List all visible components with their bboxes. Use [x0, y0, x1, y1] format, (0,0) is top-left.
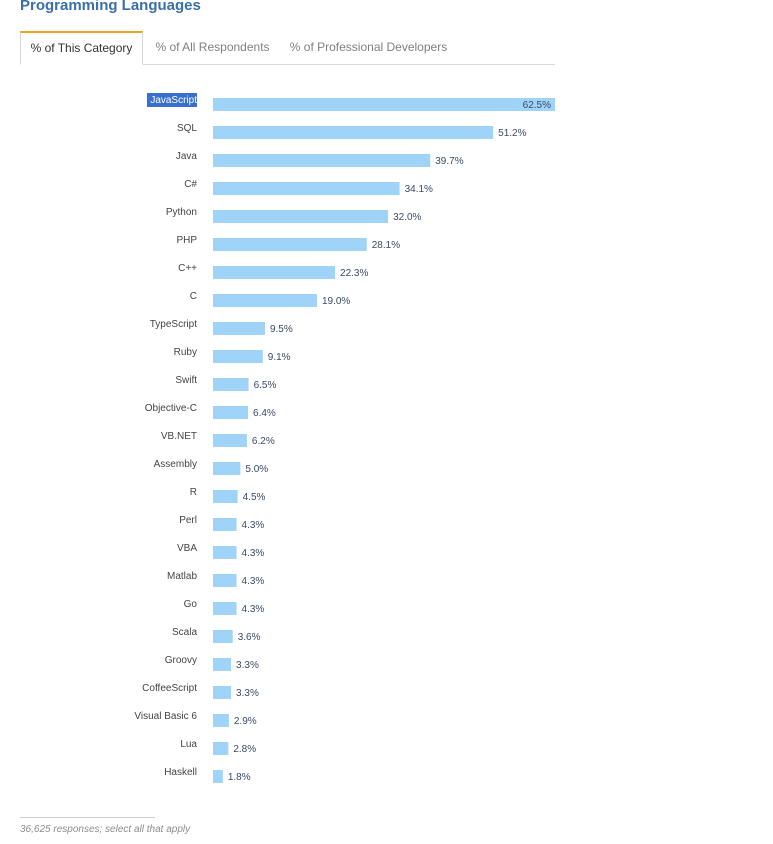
category-label-groovy: Groovy: [165, 655, 197, 666]
response-count-note: 36,625 responses; select all that apply: [20, 824, 191, 835]
category-label-vba: VBA: [177, 543, 197, 554]
bar-coffeescript: [213, 686, 232, 699]
category-label-coffeescript: CoffeeScript: [142, 683, 197, 694]
bar-r: [213, 490, 238, 503]
page-title: Programming Languages: [20, 0, 201, 14]
value-label-assembly: 5.0%: [245, 464, 268, 475]
bar-sql: [213, 126, 494, 139]
bar-lua: [213, 742, 229, 755]
value-label-vba: 4.3%: [242, 548, 265, 559]
value-label-matlab: 4.3%: [242, 576, 265, 587]
category-label-c: C: [190, 291, 197, 302]
category-label-assembly: Assembly: [154, 459, 197, 470]
language-bar-chart: JavaScript 62.5% SQL 51.2% Java 39.7% C# 34.1% P…: [134, 93, 555, 783]
bar-visual-basic-6: [213, 714, 229, 727]
category-label-python: Python: [166, 207, 197, 218]
bar-perl: [213, 518, 237, 531]
value-label-c: 22.3%: [340, 268, 368, 279]
value-label-swift: 6.5%: [254, 380, 277, 391]
category-label-c: C++: [178, 263, 197, 274]
value-label-java: 39.7%: [435, 156, 463, 167]
bar-matlab: [213, 574, 237, 587]
category-label-sql: SQL: [177, 123, 197, 134]
value-label-objective-c: 6.4%: [253, 408, 276, 419]
category-label-objective-c: Objective-C: [145, 403, 197, 414]
value-label-c: 34.1%: [405, 184, 433, 195]
bar-scala: [213, 630, 233, 643]
value-label-visual-basic-6: 2.9%: [234, 716, 257, 727]
bar-javascript: [213, 98, 555, 111]
category-label-c: C#: [184, 179, 197, 190]
tab-this-category[interactable]: % of This Category: [20, 31, 143, 65]
category-label-java: Java: [176, 151, 198, 162]
bar-c: [213, 294, 317, 307]
bar-vb-net: [213, 434, 247, 447]
value-label-coffeescript: 3.3%: [236, 688, 259, 699]
bar-objective-c: [213, 406, 249, 419]
category-label-vb-net: VB.NET: [161, 431, 197, 442]
bar-typescript: [213, 322, 265, 335]
bar-c: [213, 266, 336, 279]
category-label-perl: Perl: [179, 515, 197, 526]
category-label-r: R: [190, 487, 197, 498]
bar-php: [213, 238, 367, 251]
category-label-visual-basic-6: Visual Basic 6: [134, 711, 197, 722]
bar-ruby: [213, 350, 263, 363]
value-label-perl: 4.3%: [242, 520, 265, 531]
tab-bar: % of This Category % of All Respondents …: [20, 31, 555, 65]
value-label-c: 19.0%: [322, 296, 350, 307]
value-label-r: 4.5%: [243, 492, 266, 503]
bar-groovy: [213, 658, 232, 671]
category-label-ruby: Ruby: [174, 347, 197, 358]
bar-python: [213, 210, 389, 223]
bar-vba: [213, 546, 237, 559]
category-label-typescript: TypeScript: [150, 319, 197, 330]
value-label-php: 28.1%: [372, 240, 400, 251]
bar-swift: [213, 378, 249, 391]
tab-professional-developers[interactable]: % of Professional Developers: [289, 40, 448, 54]
value-label-scala: 3.6%: [238, 632, 261, 643]
value-label-lua: 2.8%: [233, 744, 256, 755]
value-label-vb-net: 6.2%: [252, 436, 275, 447]
category-label-selection: [147, 93, 197, 107]
category-label-javascript: JavaScript: [150, 95, 197, 106]
bar-haskell: [213, 770, 223, 783]
category-label-lua: Lua: [180, 739, 197, 750]
category-label-scala: Scala: [172, 627, 197, 638]
bar-go: [213, 602, 237, 615]
bar-java: [213, 154, 431, 167]
value-label-groovy: 3.3%: [236, 660, 259, 671]
value-label-sql: 51.2%: [498, 128, 526, 139]
footer-divider: [20, 817, 155, 818]
category-label-matlab: Matlab: [167, 571, 197, 582]
bar-c: [213, 182, 400, 195]
category-label-haskell: Haskell: [164, 767, 197, 778]
category-label-php: PHP: [176, 235, 197, 246]
bar-assembly: [213, 462, 241, 475]
value-label-haskell: 1.8%: [228, 772, 251, 783]
category-label-go: Go: [184, 599, 198, 610]
category-label-swift: Swift: [175, 375, 197, 386]
value-label-python: 32.0%: [393, 212, 421, 223]
value-label-ruby: 9.1%: [268, 352, 291, 363]
tab-all-respondents[interactable]: % of All Respondents: [155, 40, 270, 54]
value-label-go: 4.3%: [242, 604, 265, 615]
value-label-javascript: 62.5%: [523, 100, 551, 111]
value-label-typescript: 9.5%: [270, 324, 293, 335]
